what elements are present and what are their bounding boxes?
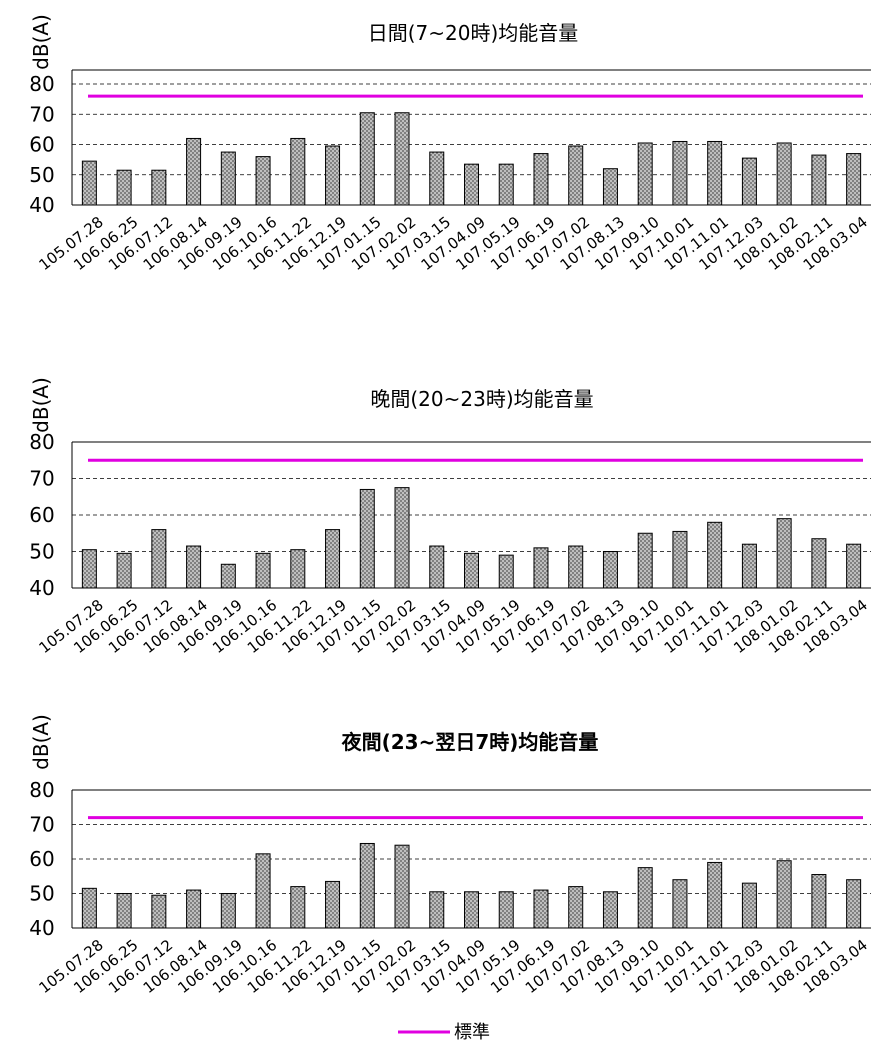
bar [429,151,445,206]
y-tick-label: 80 [29,778,54,802]
bar [741,543,757,589]
bar [255,853,271,929]
bar [498,163,514,206]
bar [533,153,549,206]
bar [707,140,723,206]
bar [498,554,514,589]
bar [776,518,792,589]
y-tick-label: 70 [29,102,54,126]
bar [602,168,618,206]
y-tick-label: 80 [29,72,54,96]
bar [81,549,97,589]
bar [464,163,479,206]
bar [151,529,167,589]
bar [429,545,445,589]
bar [290,886,306,929]
bar [568,145,584,206]
bar [672,530,688,589]
y-tick-label: 60 [29,503,54,527]
y-tick-label: 50 [29,163,54,187]
chart-title: 夜間(23~翌日7時)均能音量 [341,730,599,754]
bar [811,874,827,929]
bar [811,538,827,589]
y-axis-label: dB(A) [29,714,53,770]
bar [672,879,688,929]
bar [846,543,862,589]
chart-evening: 晚間(20~23時)均能音量 dB(A) 4050607080105.07.28… [29,377,871,657]
bar [325,529,341,589]
legend: 標準 [398,1022,490,1043]
plot-area: 4050607080105.07.28106.06.25106.07.12106… [29,430,871,657]
bar [394,112,410,206]
bar [186,545,202,589]
bar [116,552,132,589]
bar [568,545,584,589]
bar [568,886,584,929]
bar [325,145,341,206]
chart-night: 夜間(23~翌日7時)均能音量 dB(A) 4050607080105.07.2… [29,714,871,997]
y-tick-label: 40 [29,193,54,217]
bar [220,893,236,929]
bar [741,882,757,929]
y-tick-label: 60 [29,847,54,871]
bar [637,142,653,206]
bar [533,889,549,929]
bar [776,860,792,929]
bar [707,861,723,929]
bar [325,880,341,929]
bar [151,169,167,206]
y-tick-label: 50 [29,882,54,906]
bar [81,887,97,929]
y-tick-label: 80 [29,430,54,454]
bar [637,532,653,589]
bar [186,137,202,206]
chart-title: 晚間(20~23時)均能音量 [370,387,593,411]
bar [741,157,757,206]
bar [220,151,236,206]
bar [776,142,792,206]
bar [220,563,236,589]
bar [846,879,862,929]
y-tick-label: 70 [29,467,54,491]
bar [464,552,479,589]
bar [359,112,375,206]
y-tick-label: 60 [29,133,54,157]
bar [429,891,445,929]
bar [637,867,653,929]
y-tick-label: 70 [29,813,54,837]
y-tick-label: 40 [29,916,54,940]
bar [290,549,306,589]
bar [602,891,618,929]
bar [151,894,167,929]
bar [707,521,723,589]
bar [255,552,271,589]
bar [464,891,479,929]
bar [359,842,375,929]
bar [498,891,514,929]
y-axis-label: dB(A) [29,377,53,433]
bar [116,893,132,929]
y-tick-label: 40 [29,576,54,600]
bar [846,153,862,206]
bar [116,169,132,206]
chart-title: 日間(7~20時)均能音量 [368,21,579,45]
bar [394,487,410,589]
plot-area: 4050607080105.07.28106.06.25106.07.12106… [29,69,871,274]
plot-area: 4050607080105.07.28106.06.25106.07.12106… [29,778,871,997]
bar [359,488,375,589]
bar [811,154,827,206]
y-axis-label: dB(A) [29,14,53,70]
bar [290,137,306,206]
chart-daytime: 日間(7~20時)均能音量 dB(A) 4050607080105.07.281… [29,14,871,274]
bar [533,547,549,589]
bar [255,156,271,206]
bar [602,551,618,589]
y-tick-label: 50 [29,540,54,564]
bar [672,140,688,206]
legend-standard-label: 標準 [454,1022,490,1043]
bar [394,844,410,929]
bar [81,160,97,206]
bar [186,889,202,929]
